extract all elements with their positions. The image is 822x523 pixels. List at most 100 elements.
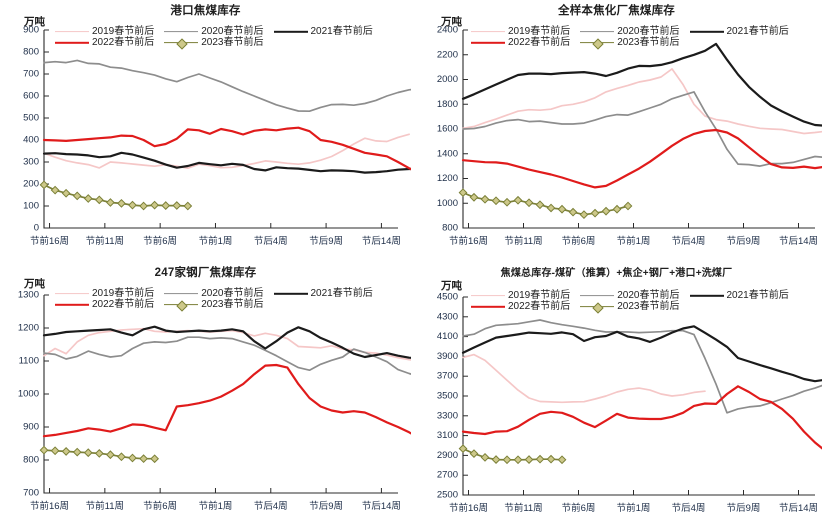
legend-label: 2023春节前后 [617,37,680,48]
legend-swatch-2020-icon [164,27,199,37]
legend-item-2021[interactable]: 2021春节前后 [273,26,373,37]
series-marker-diamond [524,198,534,208]
legend-item-2022[interactable]: 2022春节前后 [471,37,570,48]
series-marker-diamond [83,194,93,203]
chart-panel-steel-mill-coal: 247家钢厂焦煤库存 万吨 2019春节前后 2020春节前后 2021春节前后 20… [0,262,411,523]
series-marker-diamond [172,201,182,210]
legend-swatch-2020-icon [580,27,615,37]
legend-row: 2022春节前后 2023春节前后 [471,37,799,50]
series-line-2022春节前后 [461,385,822,450]
y-unit-label: 万吨 [441,280,462,292]
x-axis-tick-label: 节前6周 [143,500,177,512]
x-axis-tick-label: 节后9周 [727,503,761,514]
x-axis-tick-label: 节后9周 [309,236,343,247]
x-axis-tick-label: 节后9周 [309,501,343,512]
x-axis-tick-label: 节后14周 [779,236,818,247]
series-marker-diamond [139,201,148,211]
legend-label: 2023春节前后 [201,299,264,310]
series-marker-diamond [469,192,479,202]
y-axis-tick-label: 2200 [437,49,458,60]
legend-swatch-2022-icon [471,302,505,312]
series-marker-diamond [94,195,104,205]
series-marker-diamond [72,191,82,201]
series-marker-diamond [480,453,490,462]
y-axis-tick-label: 900 [23,422,39,433]
series-marker-diamond [590,208,600,218]
legend-item-2022[interactable]: 2022春节前后 [55,37,154,48]
legend-label: 2020春节前后 [201,288,264,299]
series-marker-diamond [72,447,82,457]
legend-item-2021[interactable]: 2021春节前后 [689,26,789,37]
series-marker-diamond [458,188,468,197]
chart-legend: 2019春节前后 2020春节前后 2021春节前后 2022春节前后 2023春节前后 [55,26,383,50]
legend-item-2022[interactable]: 2022春节前后 [55,299,154,310]
legend-item-2020[interactable]: 2020春节前后 [580,26,680,37]
legend-item-2021[interactable]: 2021春节前后 [273,288,373,299]
chart-panel-port-coking-coal: 港口焦煤库存 万吨 2019春节前后 2020春节前后 2021春节前后 2022春节… [0,0,411,261]
series-marker-diamond [513,195,523,205]
legend-item-2023[interactable]: 2023春节前后 [164,37,264,50]
series-marker-diamond [502,455,512,465]
legend-label: 2020春节前后 [617,26,680,37]
x-axis-tick-label: 节前6周 [562,502,596,514]
legend-item-2023[interactable]: 2023春节前后 [580,301,680,314]
y-axis-tick-label: 2500 [437,490,458,501]
legend-swatch-2021-icon [689,27,724,37]
legend-swatch-2022-icon [471,38,505,48]
chart-title: 焦煤总库存-煤矿（推算）+焦企+钢厂+港口+洗煤厂 [500,268,733,279]
y-axis-tick-label: 800 [23,455,39,466]
series-line-2020春节前后 [462,91,822,167]
chart-svg: 2500 2700 2900 3100 3300 3500 3700 3900 4100 4300… [437,292,822,514]
y-axis-tick-label: 1100 [19,356,39,367]
legend-item-2019[interactable]: 2019春节前后 [55,288,154,299]
legend-item-2020[interactable]: 2020春节前后 [580,290,680,301]
series-marker-diamond [83,448,93,458]
legend-item-2023[interactable]: 2023春节前后 [580,37,680,50]
series-line-2020春节前后 [43,59,411,113]
legend-item-2022[interactable]: 2022春节前后 [471,301,570,312]
legend-label: 2019春节前后 [92,26,155,37]
legend-label: 2021春节前后 [726,26,789,37]
chart-title: 全样本焦化厂焦煤库存 [558,5,675,17]
legend-item-2019[interactable]: 2019春节前后 [471,26,570,37]
legend-row: 2022春节前后 2023春节前后 [55,299,383,312]
legend-label: 2019春节前后 [508,26,571,37]
legend-label: 2020春节前后 [617,290,680,301]
legend-item-2020[interactable]: 2020春节前后 [164,26,264,37]
x-axis-tick-label: 节后14周 [362,501,401,512]
legend-item-2021[interactable]: 2021春节前后 [689,290,789,301]
series-line-2019春节前后 [462,353,706,404]
x-axis-tick-label: 节前11周 [504,502,542,514]
legend-swatch-2019-icon [55,27,89,37]
legend-item-2023[interactable]: 2023春节前后 [164,299,264,312]
series-marker-diamond [612,204,622,214]
legend-item-2020[interactable]: 2020春节前后 [164,288,264,299]
series-marker-diamond [535,454,545,464]
legend-item-2019[interactable]: 2019春节前后 [55,26,154,37]
x-axis-tick-label: 节前16周 [30,500,69,512]
legend-swatch-2023-icon [580,301,615,314]
series-marker-diamond [139,454,148,464]
y-axis-tick-label: 500 [23,113,39,124]
x-axis-tick-label: 节前16周 [449,502,488,514]
y-axis-tick-label: 3700 [437,371,458,382]
legend-row: 2019春节前后 2020春节前后 2021春节前后 [471,26,799,37]
x-axis-tick-label: 节后4周 [254,501,288,512]
series-marker-diamond [557,204,567,214]
x-axis-tick-label: 节后4周 [672,236,706,247]
y-axis-tick-label: 700 [23,488,39,499]
legend-swatch-2022-icon [55,300,89,310]
chart-title: 港口焦煤库存 [170,5,241,17]
x-axis-tick-label: 节前11周 [86,500,124,512]
y-axis-tick-label: 3100 [437,430,458,441]
chart-svg: 700 800 900 1000 1100 1200 1300 节前16周 节前11周 节前6周 节… [18,290,411,512]
series-line-2021春节前后 [42,325,411,359]
series-marker-diamond [150,454,160,464]
series-line-2022春节前后 [42,126,411,171]
legend-item-2019[interactable]: 2019春节前后 [471,290,570,301]
series-line-2021春节前后 [42,151,411,174]
legend-label: 2022春节前后 [92,299,155,310]
y-axis-tick-label: 1800 [437,99,458,110]
series-marker-diamond [458,444,468,454]
